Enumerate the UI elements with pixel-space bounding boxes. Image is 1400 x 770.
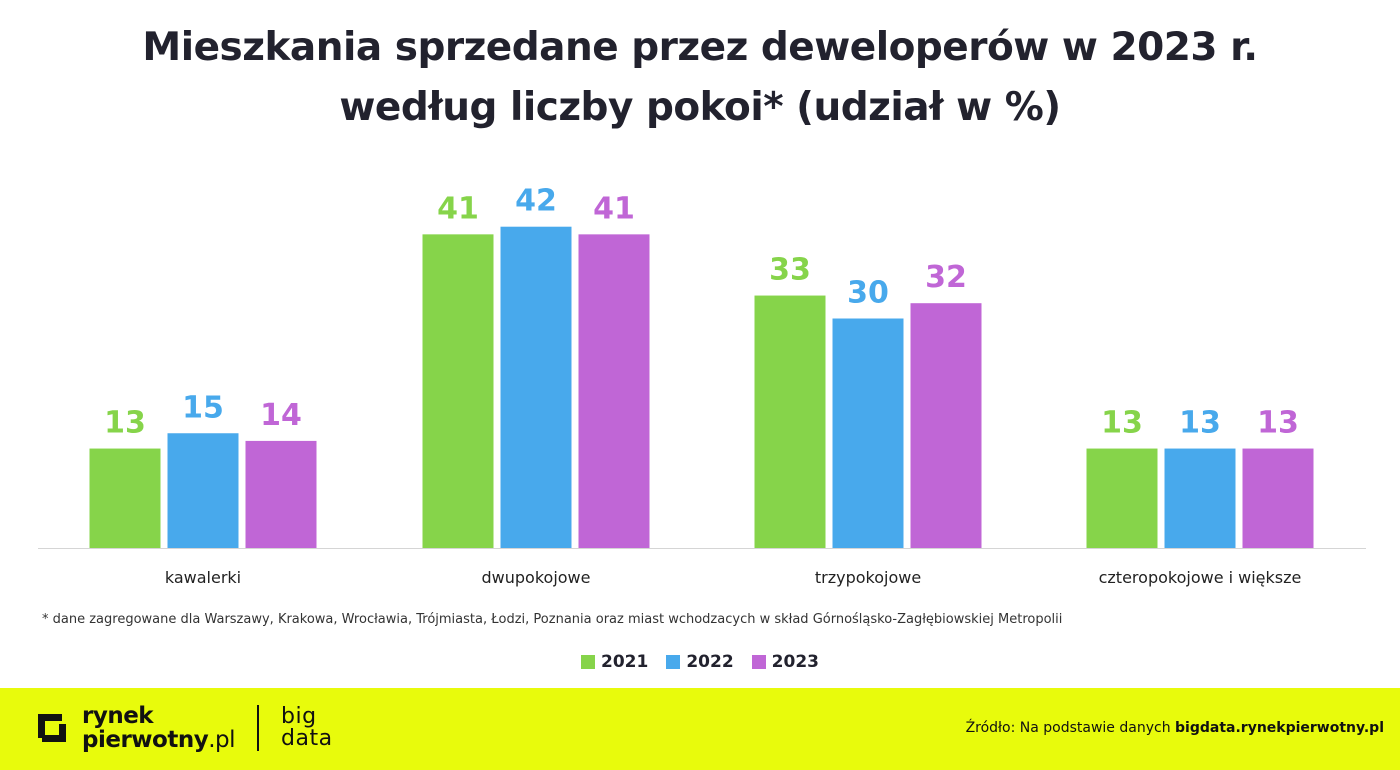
- legend-label-2023: 2023: [771, 652, 819, 672]
- brand-divider: [257, 705, 260, 751]
- chart-title-line2: według liczby pokoi* (udział w %): [339, 85, 1061, 130]
- source-link[interactable]: bigdata.rynekpierwotny.pl: [1175, 720, 1384, 736]
- data-label-2022-2: 42: [515, 184, 557, 219]
- category-label-4: czteropokojowe i większe: [1099, 568, 1302, 587]
- legend-item-2022: 2022: [666, 652, 734, 672]
- data-label-2022-3: 30: [847, 276, 889, 311]
- chart-title-line1: Mieszkania sprzedane przez deweloperów w…: [142, 25, 1258, 70]
- bigdata-line2: data: [281, 726, 333, 751]
- data-label-2022-4: 13: [1179, 406, 1221, 441]
- brand-name-bold: pierwotny: [82, 727, 209, 753]
- data-label-2021-2: 41: [437, 191, 479, 226]
- chart-title: Mieszkania sprzedane przez deweloperów w…: [0, 18, 1400, 138]
- category-label-1: kawalerki: [165, 568, 241, 587]
- category-label-3: trzypokojowe: [815, 568, 921, 587]
- bigdata-logo: big data: [281, 706, 333, 750]
- legend-swatch-2021: [581, 655, 595, 669]
- legend-label-2021: 2021: [601, 652, 649, 672]
- legend-swatch-2023: [751, 655, 766, 669]
- data-label-2021-1: 13: [104, 406, 146, 441]
- bar-2022-4: [1164, 448, 1236, 548]
- brand-name: rynek pierwotny.pl: [82, 703, 236, 753]
- bar-2023-1: [245, 440, 317, 548]
- bracket-square-icon: [38, 714, 66, 742]
- brand-name-line1: rynek: [82, 703, 154, 729]
- data-label-2023-3: 32: [925, 260, 967, 295]
- source-prefix: Źródło: Na podstawie danych: [965, 720, 1176, 736]
- data-label-2023-4: 13: [1257, 406, 1299, 441]
- brand-name-domain: .pl: [208, 727, 236, 753]
- data-label-2023-1: 14: [260, 398, 302, 433]
- legend-swatch-2022: [666, 655, 681, 669]
- category-label-2: dwupokojowe: [482, 568, 591, 587]
- data-label-2023-2: 41: [593, 191, 635, 226]
- bigdata-line1: big: [281, 704, 317, 729]
- bar-2023-3: [910, 303, 982, 548]
- bar-chart: 13 15 14 kawalerki 41 42 41 dwupokojowe 33 30 32 tr…: [38, 184, 1366, 587]
- bar-2021-4: [1086, 448, 1158, 548]
- legend-item-2021: 2021: [581, 652, 648, 672]
- source-credit: Źródło: Na podstawie danych bigdata.ryne…: [966, 720, 1384, 736]
- legend: 2021 2022 2023: [0, 652, 1400, 672]
- footer-bar: rynek pierwotny.pl big data Źródło: Na p…: [0, 688, 1400, 770]
- bar-2023-4: [1242, 448, 1314, 548]
- data-label-2022-1: 15: [182, 390, 224, 425]
- bar-2022-3: [832, 318, 904, 548]
- data-label-2021-3: 33: [769, 253, 811, 288]
- legend-label-2022: 2022: [686, 652, 734, 672]
- bar-2021-2: [422, 234, 494, 548]
- legend-item-2023: 2023: [751, 652, 819, 672]
- brand-logo[interactable]: rynek pierwotny.pl big data: [34, 704, 333, 752]
- bar-2023-2: [578, 234, 650, 548]
- data-label-2021-4: 13: [1101, 406, 1143, 441]
- bar-2022-1: [167, 433, 239, 548]
- footnote: * dane zagregowane dla Warszawy, Krakowa…: [42, 612, 1063, 627]
- bar-2021-3: [754, 295, 826, 548]
- bar-2022-2: [500, 226, 572, 548]
- bar-2021-1: [89, 448, 161, 548]
